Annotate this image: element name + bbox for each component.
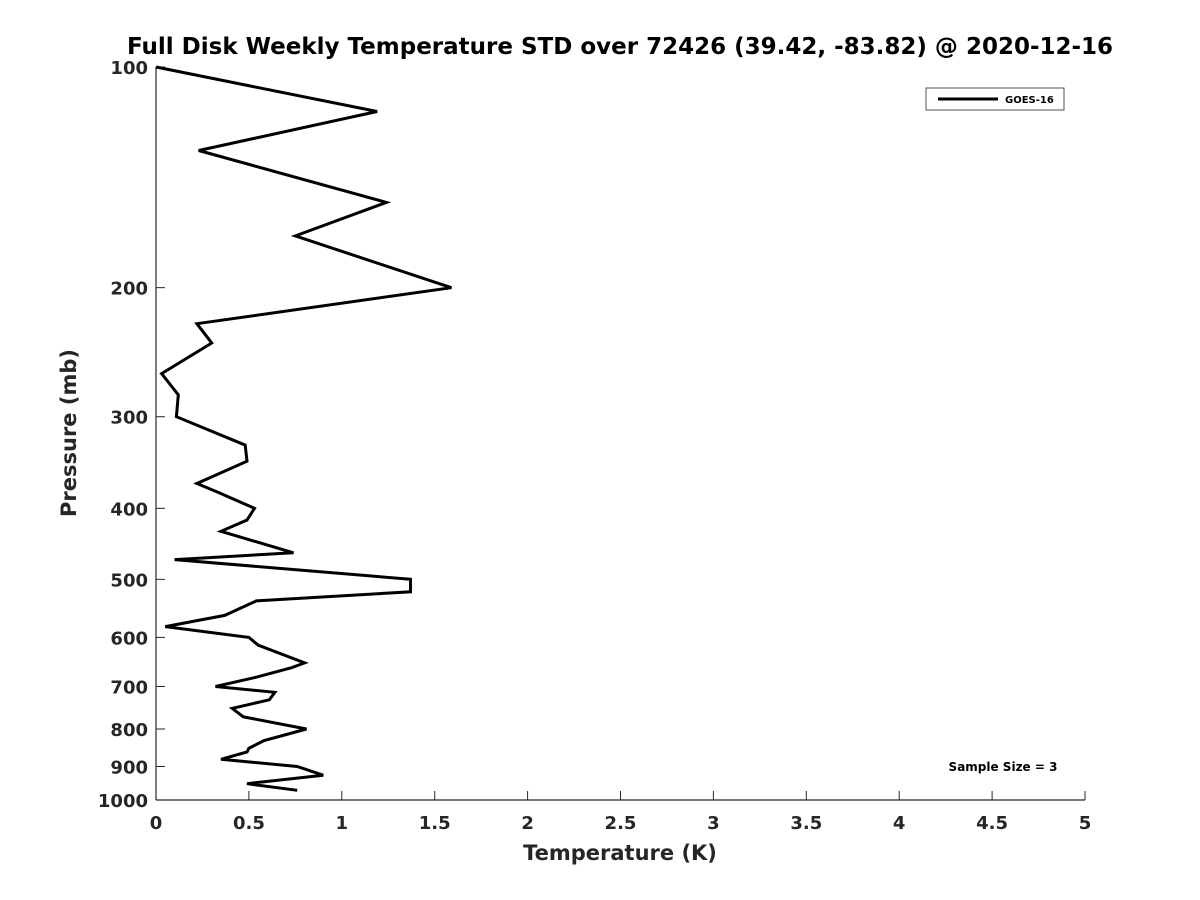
sample-size-annotation: Sample Size = 3 <box>949 760 1058 774</box>
x-tick-label: 1 <box>336 813 349 834</box>
series-layer <box>155 65 452 792</box>
y-tick-label: 1000 <box>98 791 148 812</box>
x-tick-label: 5 <box>1079 813 1092 834</box>
x-tick-label: 4.5 <box>976 813 1008 834</box>
x-tick-label: 3.5 <box>790 813 822 834</box>
x-tick-label: 3 <box>707 813 720 834</box>
y-tick-label: 600 <box>110 628 148 649</box>
y-axis-label: Pressure (mb) <box>57 349 81 517</box>
y-tick-label: 500 <box>110 570 148 591</box>
x-tick-label: 1.5 <box>419 813 451 834</box>
x-tick-label: 0.5 <box>233 813 265 834</box>
y-tick-label: 300 <box>110 408 148 429</box>
y-tick-label: 800 <box>110 720 148 741</box>
chart-title: Full Disk Weekly Temperature STD over 72… <box>127 34 1113 60</box>
x-tick-label: 2.5 <box>605 813 637 834</box>
y-tick-label: 400 <box>110 499 148 520</box>
y-tick-label: 100 <box>110 58 148 79</box>
x-tick-label: 0 <box>150 813 163 834</box>
legend: GOES-16 <box>925 87 1065 111</box>
legend-label-goes-16: GOES-16 <box>1005 95 1054 106</box>
x-tick-label: 4 <box>893 813 906 834</box>
x-tick-label: 2 <box>521 813 534 834</box>
y-tick-label: 900 <box>110 757 148 778</box>
x-axis-label: Temperature (K) <box>523 841 717 865</box>
y-tick-label: 200 <box>110 279 148 300</box>
y-axis-ticks: 100 200 300 400 500 600 700 800 900 1000 <box>98 58 165 812</box>
series-line-goes-16 <box>155 65 452 792</box>
y-tick-label: 700 <box>110 677 148 698</box>
x-axis-ticks: 0 0.5 1 1.5 2 2.5 3 3.5 4 4.5 5 <box>150 791 1092 834</box>
